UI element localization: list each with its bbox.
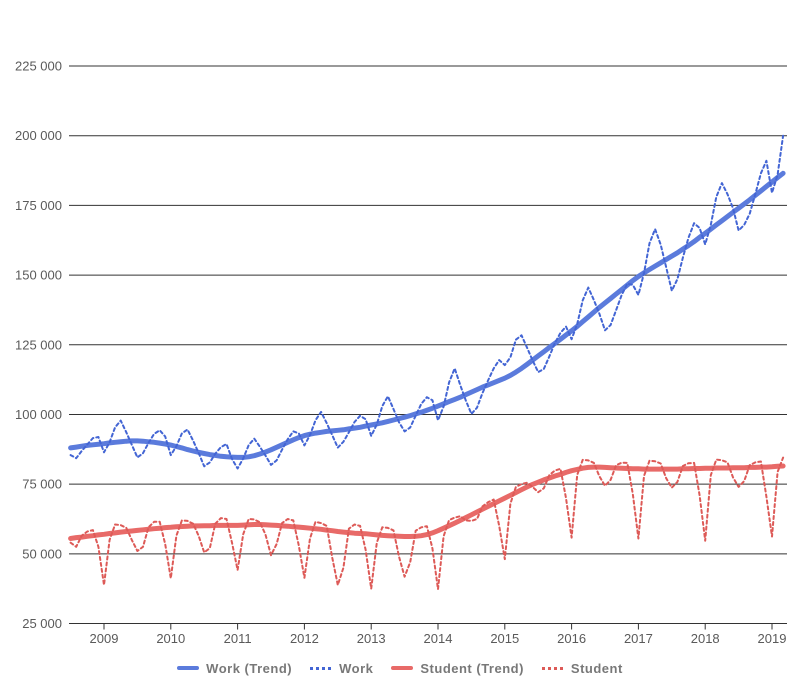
x-axis-year-label: 2013	[357, 631, 386, 646]
legend-label-student-trend: Student (Trend)	[420, 660, 524, 676]
legend-label-work: Work	[339, 660, 374, 676]
legend-item-student-trend[interactable]: Student (Trend)	[391, 661, 524, 676]
x-axis-year-label: 2019	[758, 631, 787, 646]
y-axis-tick-label: 25 000	[22, 616, 62, 631]
x-axis-year-label: 2015	[490, 631, 519, 646]
x-axis-year-label: 2011	[224, 631, 252, 646]
y-axis-tick-label: 50 000	[22, 546, 62, 561]
x-axis-year-label: 2017	[624, 631, 653, 646]
y-axis-tick-label: 200 000	[15, 128, 62, 143]
legend-item-work-trend[interactable]: Work (Trend)	[177, 661, 292, 676]
y-axis-tick-label: 225 000	[15, 59, 62, 74]
legend-label-student: Student	[570, 660, 623, 676]
x-axis-year-label: 2012	[290, 631, 319, 646]
legend-marker-work	[310, 666, 333, 670]
legend-marker-student	[541, 666, 564, 670]
legend-item-student[interactable]: Student	[541, 660, 623, 676]
series-student	[69, 456, 785, 591]
legend-item-work[interactable]: Work	[310, 661, 373, 676]
y-axis-tick-label: 175 000	[15, 198, 62, 213]
y-axis-tick-label: 100 000	[15, 407, 62, 422]
x-axis-year-label: 2009	[90, 631, 119, 646]
y-axis-tick-label: 75 000	[22, 477, 62, 492]
chart-legend: Work (Trend) Work Student (Trend) Student	[0, 655, 800, 681]
x-axis-year-label: 2010	[156, 631, 185, 646]
x-axis-year-label: 2016	[557, 631, 586, 646]
legend-marker-student-trend	[391, 666, 414, 670]
x-axis-year-label: 2018	[691, 631, 720, 646]
legend-label-work-trend: Work (Trend)	[206, 660, 293, 676]
x-axis-year-label: 2014	[424, 631, 453, 646]
series-work	[69, 134, 785, 470]
series-student-trend	[68, 463, 786, 541]
y-axis-tick-label: 125 000	[15, 337, 62, 352]
y-axis-tick-label: 150 000	[15, 268, 62, 283]
legend-marker-work-trend	[177, 666, 200, 670]
